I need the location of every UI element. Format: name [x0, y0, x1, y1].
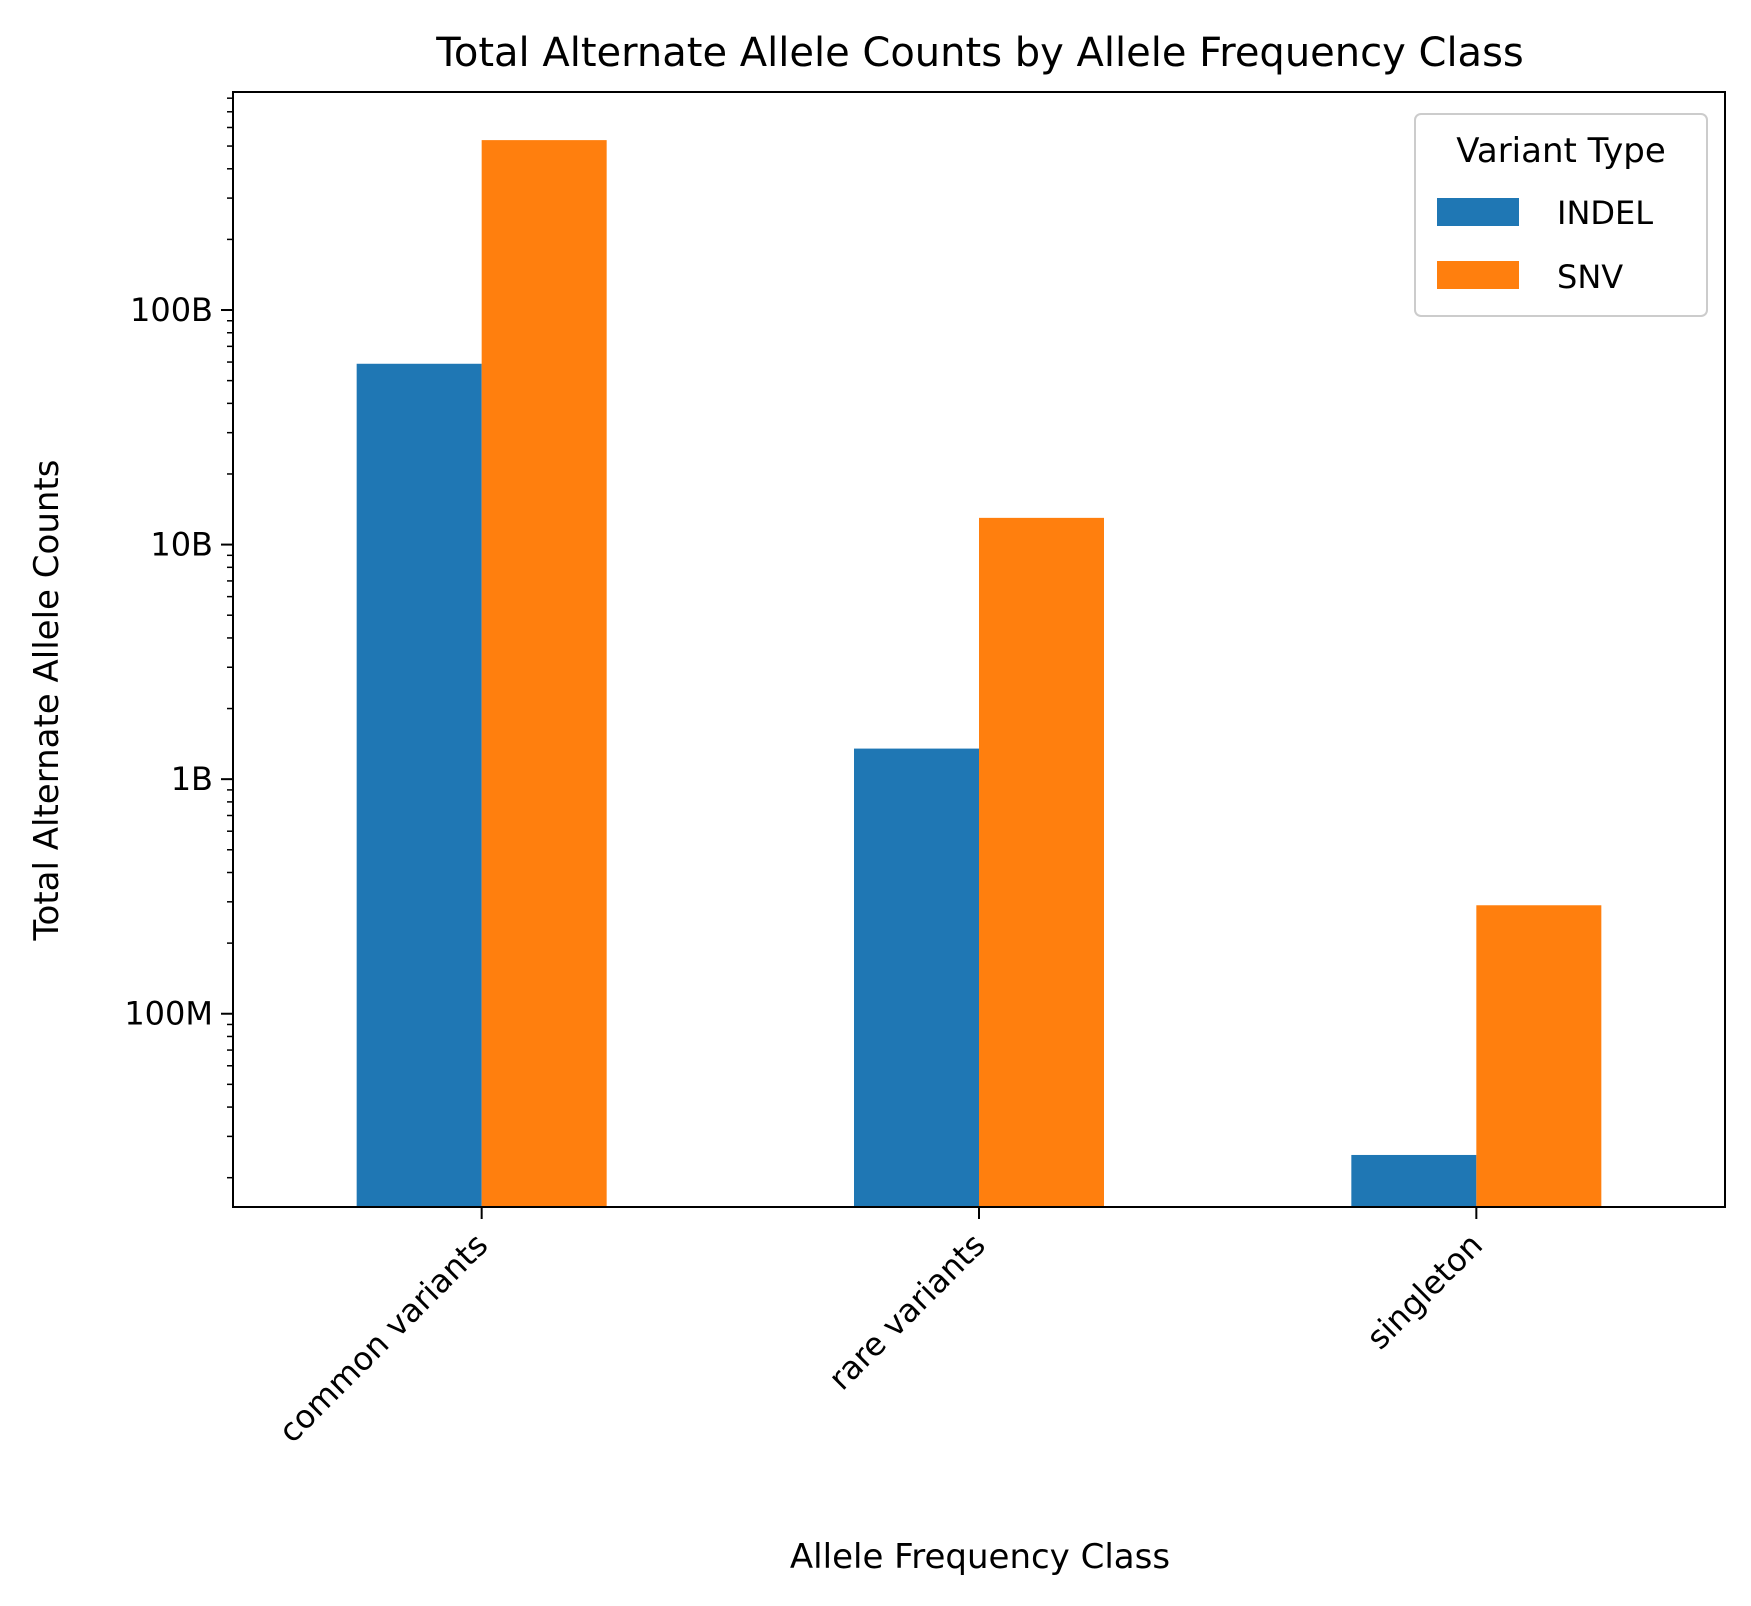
y-tick-label: 100B [130, 291, 213, 329]
legend-label-snv: SNV [1557, 258, 1623, 296]
bar-snv-singleton [1476, 905, 1602, 1207]
bar-snv-rare-variants [979, 517, 1104, 1207]
legend-title: Variant Type [1456, 131, 1666, 171]
chart-title: Total Alternate Allele Counts by Allele … [435, 30, 1524, 76]
bar-indel-common-variants [356, 363, 482, 1207]
legend-label-indel: INDEL [1557, 194, 1653, 232]
bar-indel-singleton [1351, 1154, 1477, 1207]
bar-indel-rare-variants [854, 748, 979, 1207]
y-axis-label: Total Alternate Allele Counts [27, 460, 67, 942]
y-tick-label: 100M [124, 995, 213, 1033]
legend: Variant Type INDEL SNV [1414, 113, 1708, 317]
y-tick-label: 1B [171, 760, 213, 798]
bar-snv-common-variants [481, 140, 607, 1207]
x-axis-label: Allele Frequency Class [790, 1537, 1170, 1577]
legend-swatch-snv [1437, 261, 1519, 289]
y-tick-label: 10B [150, 526, 213, 564]
x-tick-label: rare variants [821, 1226, 993, 1398]
x-tick-label: common variants [271, 1226, 495, 1450]
x-tick-label: singleton [1359, 1226, 1490, 1357]
legend-swatch-indel [1437, 198, 1519, 226]
